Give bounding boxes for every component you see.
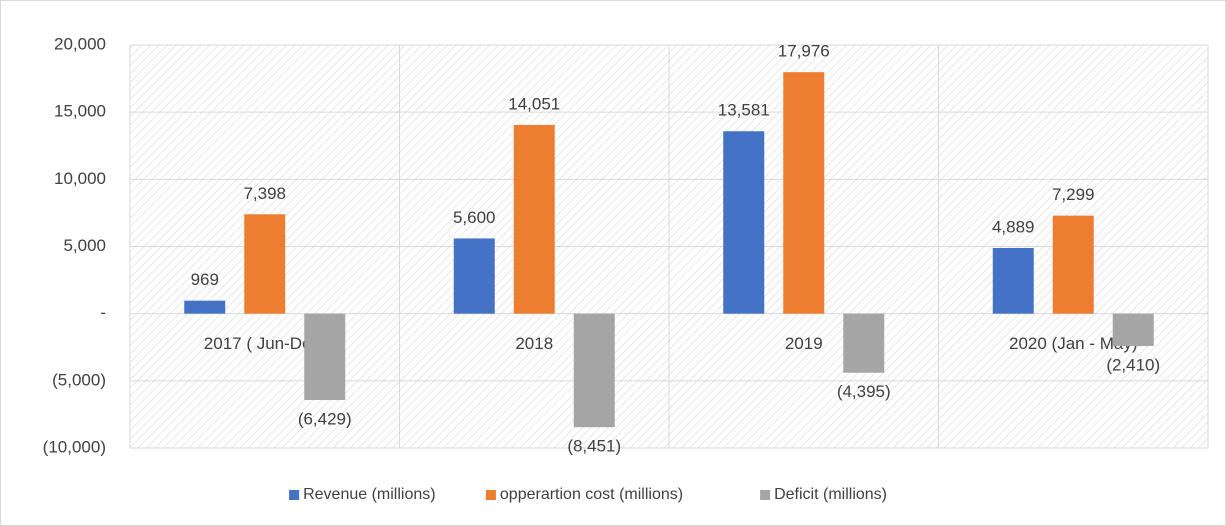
data-label: 5,600 <box>453 208 496 227</box>
y-tick-label: (5,000) <box>52 370 106 389</box>
data-label: 17,976 <box>778 42 830 61</box>
y-tick-label: 20,000 <box>54 34 106 53</box>
legend-swatch <box>485 490 496 500</box>
bar <box>1052 215 1094 314</box>
data-label: (6,429) <box>298 410 352 429</box>
bar <box>513 124 555 314</box>
bar <box>992 247 1034 314</box>
legend-label: Revenue (millions) <box>303 486 436 503</box>
data-label: 14,051 <box>508 94 560 113</box>
bar <box>783 72 825 314</box>
x-tick-label: 2019 <box>785 334 823 353</box>
data-label: (8,451) <box>567 437 621 456</box>
y-tick-label: 5,000 <box>63 236 106 255</box>
legend-swatch <box>760 490 771 500</box>
bar <box>723 131 765 314</box>
x-tick-label: 2017 ( Jun-Dec) <box>204 334 326 353</box>
data-label: 4,889 <box>992 217 1035 236</box>
data-label: 969 <box>191 270 219 289</box>
x-tick-label: 2020 (Jan - May) <box>1009 334 1138 353</box>
y-tick-label: 15,000 <box>54 102 106 121</box>
data-label: (2,410) <box>1106 356 1160 375</box>
y-tick-label: - <box>100 303 106 322</box>
bar <box>184 300 226 314</box>
bar <box>843 313 885 373</box>
bar <box>573 313 615 428</box>
legend-label: Deficit (millions) <box>774 486 887 503</box>
bar <box>244 214 286 314</box>
bar <box>304 313 346 401</box>
data-label: 13,581 <box>718 101 770 120</box>
bar <box>453 238 495 314</box>
data-label: 7,398 <box>243 184 286 203</box>
y-tick-label: (10,000) <box>43 437 106 456</box>
data-label: (4,395) <box>837 382 891 401</box>
x-tick-label: 2018 <box>515 334 553 353</box>
data-label: 7,299 <box>1052 185 1095 204</box>
legend-label: opperartion cost (millions) <box>500 486 683 503</box>
bar <box>1112 313 1154 347</box>
legend-swatch <box>289 490 300 500</box>
y-tick-label: 10,000 <box>54 169 106 188</box>
